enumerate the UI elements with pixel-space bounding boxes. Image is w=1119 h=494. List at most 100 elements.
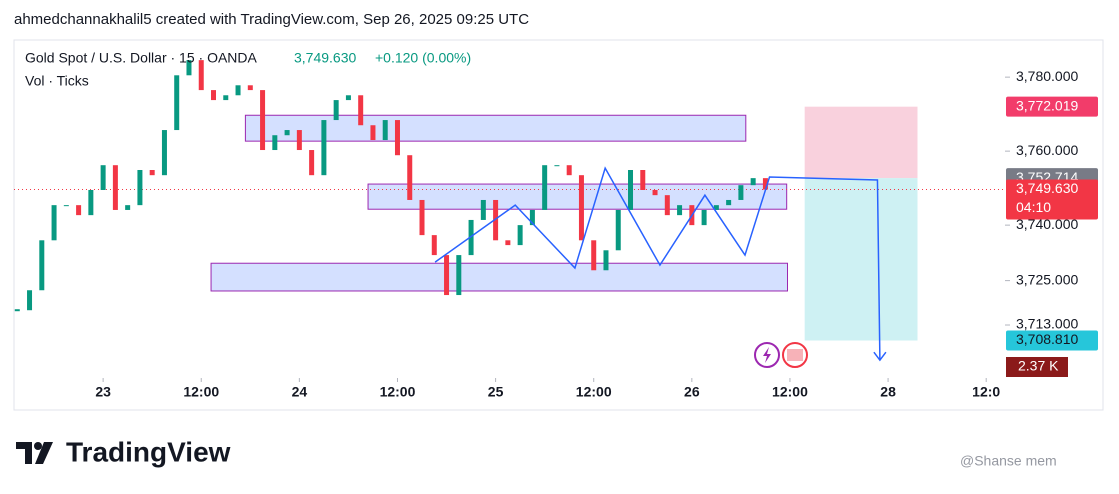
candle	[517, 225, 523, 246]
candle	[235, 85, 241, 96]
flag	[787, 349, 803, 361]
stop-zone	[804, 106, 918, 179]
zone	[244, 114, 747, 142]
candle	[149, 170, 155, 176]
candle	[112, 165, 118, 210]
x-tick-label: 28	[880, 384, 896, 400]
candle	[640, 170, 646, 190]
x-tick-label: 23	[95, 384, 111, 400]
candle	[468, 219, 474, 256]
x-tick-label: 25	[488, 384, 504, 400]
candle	[529, 209, 535, 226]
candle	[309, 150, 315, 176]
candle	[677, 205, 683, 216]
symbol: Gold Spot / U.S. Dollar · 15 · OANDA	[25, 50, 258, 66]
header-change: +0.120 (0.00%)	[375, 50, 471, 66]
candle	[505, 240, 511, 246]
target-zone	[804, 178, 918, 341]
candle	[578, 175, 584, 241]
candle	[554, 165, 560, 167]
candle	[333, 100, 339, 121]
candle	[211, 90, 217, 101]
candle	[750, 178, 756, 186]
candle	[431, 235, 437, 256]
candle	[394, 120, 400, 156]
candle	[161, 130, 167, 176]
pattern-line	[434, 166, 881, 361]
candle	[628, 170, 634, 210]
candle	[100, 165, 106, 190]
candle	[419, 199, 425, 236]
countdown-label: 04:10	[1016, 199, 1051, 215]
watermark: @Shanse mem	[960, 453, 1057, 469]
y-tick-label: 3,780.000	[1016, 68, 1078, 84]
candle	[591, 240, 597, 271]
candle	[137, 170, 143, 206]
candle	[284, 130, 290, 136]
x-tick-label: 12:0	[972, 384, 1000, 400]
candle	[382, 120, 388, 141]
plot: 3,780.000 3,760.000 3,740.000 3,725.000 3,71…	[14, 60, 1078, 400]
last-price-label: 3,749.630	[1016, 180, 1078, 196]
candle	[726, 199, 732, 206]
candle	[566, 165, 572, 176]
candle	[125, 205, 131, 210]
y-tick-label: 3,760.000	[1016, 142, 1078, 158]
x-tick-label: 24	[292, 384, 308, 400]
candle	[444, 255, 450, 296]
x-tick-label: 12:00	[183, 384, 219, 400]
stop-badge-label: 3,772.019	[1016, 97, 1078, 113]
candle	[76, 205, 82, 216]
candle	[664, 195, 670, 216]
arrow-head	[873, 351, 887, 362]
candle	[713, 205, 719, 210]
candle	[345, 95, 351, 101]
candle	[480, 199, 486, 220]
candle	[39, 240, 45, 291]
candle	[321, 120, 327, 176]
candle	[27, 290, 33, 311]
x-tick-label: 12:00	[380, 384, 416, 400]
last-price-badge	[1006, 179, 1098, 220]
stop-badge	[1006, 96, 1098, 117]
candle	[701, 209, 707, 226]
event-icon-glyph	[763, 347, 771, 363]
candle	[358, 95, 364, 126]
candle	[370, 125, 376, 141]
candle	[542, 165, 548, 210]
x-tick-label: 26	[684, 384, 700, 400]
header-price: 3,749.630	[294, 50, 356, 66]
candle	[223, 95, 229, 101]
logo-mark	[16, 442, 53, 464]
candle	[296, 130, 302, 151]
candle	[762, 178, 768, 190]
attribution: ahmedchannakhalil5 created with TradingV…	[14, 11, 529, 28]
candle	[615, 209, 621, 251]
y-tick-label: 3,740.000	[1016, 216, 1078, 232]
chart-frame	[13, 39, 1104, 411]
candle	[63, 205, 69, 207]
candle	[88, 189, 94, 216]
target-badge-label: 3,708.810	[1016, 331, 1078, 347]
candle	[652, 189, 658, 196]
x-tick-label: 12:00	[576, 384, 612, 400]
candle	[738, 185, 744, 200]
brand: TradingView	[66, 436, 231, 467]
candle	[603, 250, 609, 271]
y-tick-label: 3,725.000	[1016, 271, 1078, 287]
zone	[210, 262, 789, 292]
candle	[186, 60, 192, 76]
y-tick-label: 3,713.000	[1016, 316, 1078, 332]
candle	[407, 155, 413, 200]
candle	[174, 75, 180, 131]
volume-badge-label: 2.37 K	[1018, 358, 1059, 374]
candle	[260, 90, 266, 151]
candle	[272, 135, 278, 151]
volume-label: Vol · Ticks	[25, 73, 89, 89]
candle	[456, 255, 462, 296]
candle	[247, 85, 253, 91]
candle	[493, 199, 499, 241]
candle	[198, 60, 204, 91]
x-tick-label: 12:00	[772, 384, 808, 400]
